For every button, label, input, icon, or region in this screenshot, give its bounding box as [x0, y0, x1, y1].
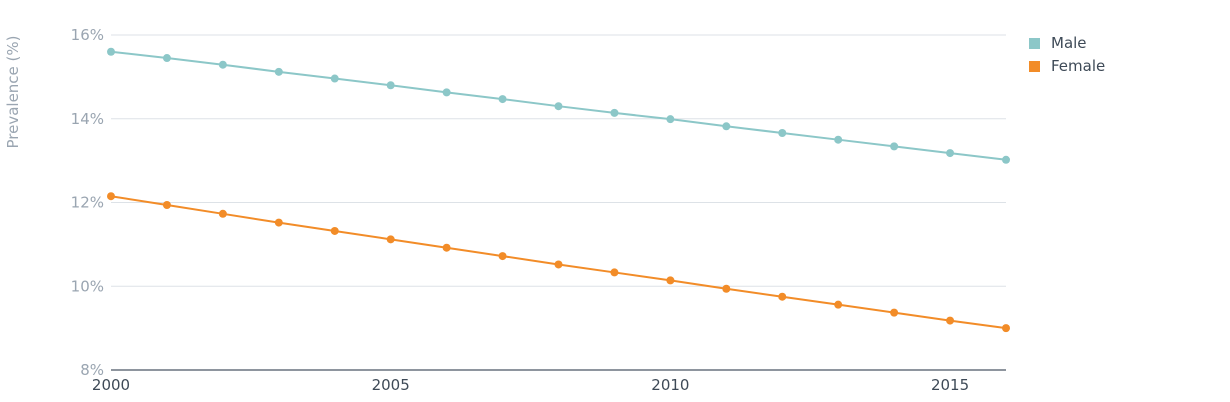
data-point-female — [498, 252, 507, 261]
gridlines — [111, 34, 1006, 371]
data-point-female — [442, 243, 451, 252]
x-tick-label: 2015 — [931, 376, 969, 394]
data-point-female — [1002, 324, 1010, 333]
legend-item-female[interactable]: Female — [1029, 57, 1105, 75]
data-point-female — [330, 226, 339, 235]
legend-item-male[interactable]: Male — [1029, 34, 1087, 52]
data-point-male — [218, 60, 227, 69]
data-point-female — [610, 268, 619, 277]
data-point-female — [274, 218, 283, 227]
y-axis-ticks: 8% 10% 12% 14% 16% — [71, 26, 104, 379]
y-tick-label: 8% — [80, 361, 104, 379]
legend: Male Female — [1029, 34, 1105, 75]
data-point-female — [554, 260, 563, 269]
data-point-male — [778, 128, 787, 137]
data-point-female — [107, 192, 115, 201]
data-point-male — [834, 135, 843, 144]
x-tick-label: 2010 — [651, 376, 689, 394]
data-point-female — [666, 276, 675, 285]
data-point-female — [946, 316, 955, 325]
data-point-male — [442, 88, 451, 97]
legend-swatch — [1029, 61, 1040, 72]
x-axis-ticks: 2000 2005 2010 2015 — [92, 376, 969, 394]
data-point-male — [666, 115, 675, 124]
data-point-male — [498, 95, 507, 104]
data-point-male — [386, 81, 395, 90]
data-point-male — [1002, 155, 1010, 164]
y-tick-label: 10% — [71, 277, 104, 295]
data-point-male — [890, 142, 899, 151]
data-point-female — [834, 300, 843, 309]
legend-swatch — [1029, 38, 1040, 49]
legend-label: Male — [1051, 34, 1087, 52]
series-points — [107, 47, 1010, 333]
data-point-male — [107, 47, 115, 56]
x-tick-label: 2000 — [92, 376, 130, 394]
data-point-male — [554, 102, 563, 111]
data-point-female — [890, 308, 899, 317]
data-point-female — [386, 235, 395, 244]
y-tick-label: 16% — [71, 26, 104, 44]
x-tick-label: 2005 — [372, 376, 410, 394]
y-tick-label: 12% — [71, 194, 104, 212]
y-tick-label: 14% — [71, 110, 104, 128]
data-point-female — [162, 201, 171, 210]
data-point-male — [274, 67, 283, 76]
data-point-female — [722, 284, 731, 293]
data-point-male — [330, 74, 339, 83]
data-point-female — [218, 209, 227, 218]
data-point-male — [722, 122, 731, 131]
data-point-male — [162, 54, 171, 63]
data-point-male — [610, 108, 619, 117]
y-axis-label: Prevalence (%) — [4, 35, 22, 148]
data-point-male — [946, 149, 955, 158]
legend-label: Female — [1051, 57, 1105, 75]
data-point-female — [778, 292, 787, 301]
